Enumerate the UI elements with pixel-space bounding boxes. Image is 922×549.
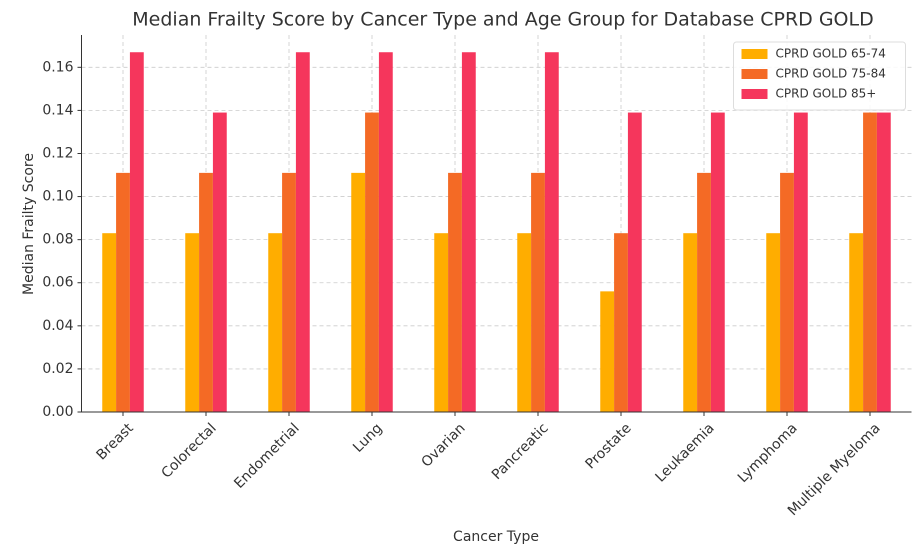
bar	[365, 112, 379, 412]
x-tick-label: Colorectal	[158, 420, 219, 481]
x-tick-label: Breast	[94, 420, 138, 464]
y-tick-label: 0.06	[42, 275, 73, 291]
bar	[282, 172, 296, 412]
bar	[863, 112, 877, 412]
bar	[378, 52, 393, 413]
bar	[683, 233, 698, 412]
bar	[876, 112, 891, 412]
legend-swatch	[741, 49, 768, 59]
bar	[129, 52, 144, 413]
y-tick-label: 0.00	[42, 404, 73, 420]
bar	[102, 233, 117, 412]
bar	[627, 112, 642, 412]
bar	[614, 233, 628, 412]
y-tick-label: 0.10	[42, 189, 73, 205]
bar	[849, 233, 864, 412]
bar	[185, 233, 200, 412]
y-tick-label: 0.04	[42, 318, 73, 334]
y-tick-label: 0.12	[42, 145, 73, 161]
bar	[295, 52, 310, 413]
x-tick-label: Multiple Myeloma	[785, 420, 884, 519]
bar	[793, 112, 808, 412]
legend-label: CPRD GOLD 75-84	[776, 67, 886, 81]
x-tick-label: Ovarian	[418, 420, 468, 470]
x-tick-label: Endometrial	[231, 420, 302, 491]
x-tick-label: Lymphoma	[735, 420, 801, 486]
legend-box	[733, 41, 906, 111]
x-axis-label: Cancer Type	[453, 529, 539, 545]
legend-label: CPRD GOLD 65-74	[776, 47, 886, 61]
bar	[600, 291, 615, 412]
y-tick-label: 0.02	[42, 361, 73, 377]
legend: CPRD GOLD 65-74 CPRD GOLD 75-84 CPRD GOLD …	[733, 41, 906, 111]
bar	[434, 233, 449, 412]
bar	[531, 172, 545, 412]
y-tick-label: 0.14	[42, 102, 73, 118]
bar	[710, 112, 725, 412]
y-tick-label: 0.08	[42, 232, 73, 248]
legend-swatch	[741, 69, 768, 79]
bar	[544, 52, 559, 413]
x-tick-label: Lung	[350, 420, 385, 455]
bar	[780, 172, 794, 412]
bar	[461, 52, 476, 413]
bar	[697, 172, 711, 412]
x-tick-label: Prostate	[583, 420, 635, 472]
y-axis-label: Median Frailty Score	[21, 153, 37, 295]
x-tick-label: Pancreatic	[489, 420, 552, 483]
chart-title: Median Frailty Score by Cancer Type and …	[132, 9, 873, 31]
bar	[268, 233, 283, 412]
bar	[116, 172, 130, 412]
bar	[212, 112, 227, 412]
bar	[351, 172, 366, 412]
legend-label: CPRD GOLD 85+	[776, 87, 877, 101]
bar	[517, 233, 532, 412]
bar	[766, 233, 781, 412]
bar	[448, 172, 462, 412]
bar	[199, 172, 213, 412]
legend-swatch	[741, 89, 768, 99]
x-tick-label: Leukaemia	[652, 420, 717, 485]
y-tick-label: 0.16	[42, 59, 73, 75]
